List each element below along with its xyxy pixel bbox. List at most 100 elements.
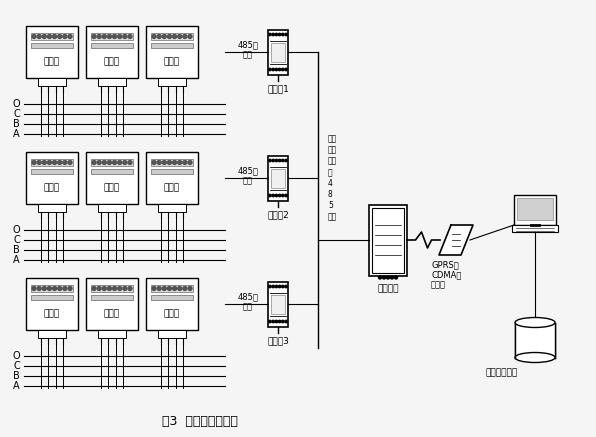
Circle shape (183, 287, 187, 291)
Circle shape (188, 287, 192, 291)
Circle shape (107, 160, 111, 164)
Bar (31, 169, 73, 174)
Circle shape (183, 35, 187, 38)
Circle shape (285, 68, 287, 71)
Circle shape (278, 33, 281, 36)
Circle shape (285, 320, 287, 323)
Circle shape (128, 160, 132, 164)
Text: C: C (13, 109, 20, 119)
Bar (38, 78, 66, 86)
Circle shape (52, 287, 57, 291)
Circle shape (92, 35, 96, 38)
Bar (86, 26, 138, 78)
Bar (86, 152, 138, 204)
Bar (91, 169, 133, 174)
Circle shape (123, 35, 127, 38)
Circle shape (167, 160, 172, 164)
Text: 居民表: 居民表 (164, 184, 180, 193)
Text: 居民表: 居民表 (44, 58, 60, 66)
Bar (271, 42, 285, 62)
Circle shape (118, 160, 122, 164)
Circle shape (272, 160, 274, 162)
Circle shape (42, 160, 46, 164)
Bar (146, 278, 198, 330)
Text: B: B (13, 245, 20, 255)
Bar (151, 169, 193, 174)
Text: 采集全3: 采集全3 (267, 336, 289, 346)
Circle shape (58, 160, 62, 164)
Circle shape (269, 285, 271, 288)
Text: B: B (13, 119, 20, 129)
Circle shape (278, 285, 281, 288)
Circle shape (278, 194, 281, 197)
Circle shape (272, 194, 274, 197)
Bar (146, 26, 198, 78)
Circle shape (281, 68, 284, 71)
Bar (517, 198, 553, 220)
Circle shape (42, 287, 46, 291)
Circle shape (48, 287, 51, 291)
Text: C: C (13, 235, 20, 245)
Circle shape (275, 320, 278, 323)
Circle shape (68, 287, 72, 291)
Text: B: B (13, 371, 20, 381)
Bar (38, 330, 66, 338)
Circle shape (32, 160, 36, 164)
Bar (98, 330, 126, 338)
Circle shape (103, 160, 106, 164)
Circle shape (269, 33, 271, 36)
Circle shape (173, 287, 176, 291)
Circle shape (128, 35, 132, 38)
Bar (158, 204, 187, 212)
Circle shape (285, 160, 287, 162)
Circle shape (68, 35, 72, 38)
Circle shape (152, 287, 156, 291)
Circle shape (167, 287, 172, 291)
Circle shape (37, 160, 41, 164)
Bar (512, 225, 558, 232)
Bar (271, 169, 285, 187)
Circle shape (107, 35, 111, 38)
Text: GPRS、
CDMA、
以太网: GPRS、 CDMA、 以太网 (431, 260, 461, 290)
Text: A: A (13, 255, 20, 265)
Circle shape (281, 320, 284, 323)
Circle shape (188, 35, 192, 38)
Circle shape (123, 287, 127, 291)
Circle shape (285, 194, 287, 197)
Circle shape (395, 276, 398, 279)
Circle shape (269, 68, 271, 71)
Circle shape (269, 160, 271, 162)
Circle shape (32, 35, 36, 38)
Circle shape (113, 160, 117, 164)
Circle shape (378, 276, 381, 279)
Bar (369, 205, 407, 275)
Circle shape (278, 68, 281, 71)
Circle shape (113, 35, 117, 38)
Bar (98, 204, 126, 212)
Circle shape (281, 285, 284, 288)
Bar (151, 43, 193, 48)
Circle shape (285, 33, 287, 36)
Circle shape (390, 276, 393, 279)
Circle shape (178, 160, 182, 164)
Bar (268, 281, 288, 326)
Text: A: A (13, 381, 20, 391)
Circle shape (37, 287, 41, 291)
Bar (151, 33, 193, 40)
Bar (514, 195, 556, 225)
Circle shape (167, 35, 172, 38)
Circle shape (183, 160, 187, 164)
Text: C: C (13, 361, 20, 371)
Bar (26, 278, 78, 330)
Text: 电力
载波
通讯
或
4
8
5
通讯: 电力 载波 通讯 或 4 8 5 通讯 (328, 135, 337, 222)
Circle shape (178, 287, 182, 291)
Text: 居民表: 居民表 (104, 58, 120, 66)
Circle shape (92, 287, 96, 291)
Circle shape (162, 287, 166, 291)
Circle shape (97, 287, 101, 291)
Bar (151, 159, 193, 166)
Circle shape (157, 287, 161, 291)
Circle shape (173, 35, 176, 38)
Bar (158, 78, 187, 86)
Text: 集抄系统主站: 集抄系统主站 (485, 368, 517, 377)
